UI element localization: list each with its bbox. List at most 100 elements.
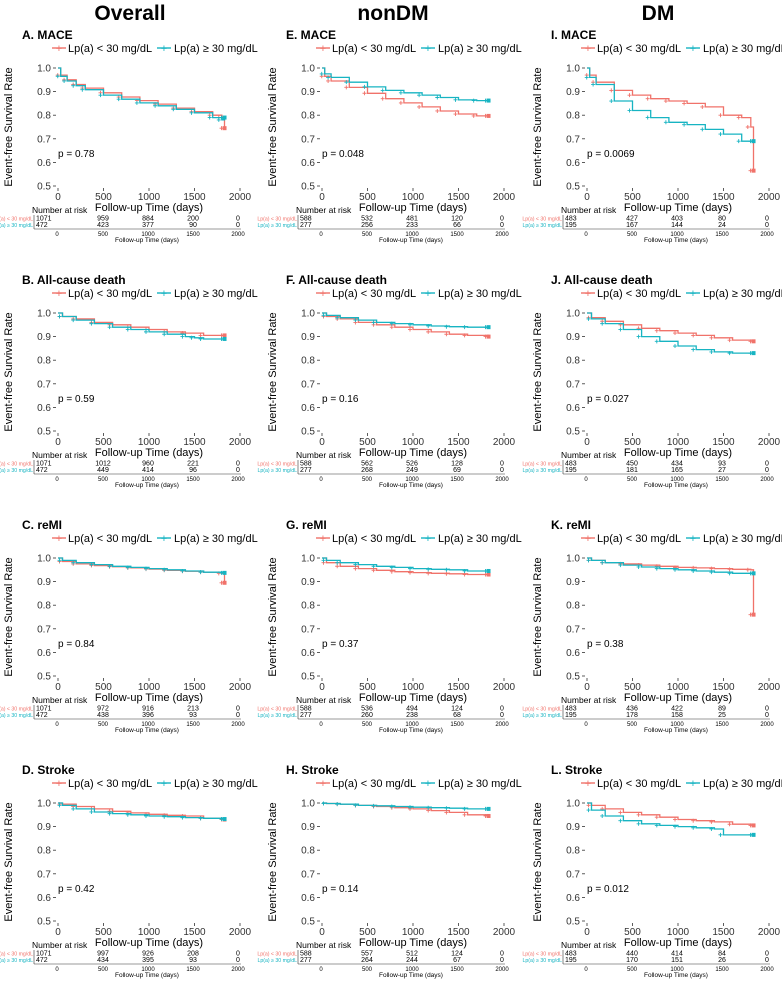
y-tick-label: 1.0 — [301, 554, 315, 565]
risk-count-high: 0 — [500, 222, 504, 229]
risk-count-high: 0 — [500, 957, 504, 964]
y-tick-label: 0.6 — [37, 648, 51, 659]
censor-mark — [344, 85, 349, 90]
censor-mark — [125, 565, 130, 570]
y-tick-label: 0.6 — [37, 893, 51, 904]
legend-label-high: Lp(a) ≥ 30 mg/dL — [174, 43, 258, 55]
risk-count-high: 395 — [142, 957, 154, 964]
y-tick-label: 0.6 — [37, 158, 51, 169]
censor-mark — [709, 349, 714, 354]
y-tick-label: 0.7 — [566, 379, 580, 390]
y-tick-label: 0.9 — [37, 332, 51, 343]
risk-x-axis-label: Follow-up Time (days) — [644, 972, 708, 979]
y-tick-label: 0.5 — [566, 672, 580, 683]
risk-x-tick-label: 1000 — [405, 722, 419, 728]
legend-label-high: Lp(a) ≥ 30 mg/dL — [438, 778, 522, 790]
risk-count-low: 0 — [765, 951, 769, 958]
y-tick-label: 0.7 — [301, 624, 315, 635]
risk-count-low: 208 — [187, 951, 199, 958]
legend: + Lp(a) < 30 mg/dL + Lp(a) ≥ 30 mg/dL — [316, 43, 522, 55]
risk-x-tick-label: 2000 — [495, 967, 509, 973]
censor-mark — [71, 806, 76, 811]
km-panel: H. Stroke+ Lp(a) < 30 mg/dL + Lp(a) ≥ 30 mg… — [257, 763, 521, 979]
x-tick-label: 2000 — [758, 927, 781, 938]
curve-end-marker — [751, 823, 756, 828]
risk-count-low: 0 — [236, 951, 240, 958]
x-axis-label: Follow-up Time (days) — [624, 447, 732, 459]
risk-count-high: 233 — [406, 222, 418, 229]
censor-mark — [636, 564, 641, 569]
legend-label-low: Lp(a) < 30 mg/dL — [597, 533, 681, 545]
risk-group-high: Lp(a) ≥ 30 mg/dL — [523, 713, 563, 719]
censor-mark — [654, 339, 659, 344]
y-tick-label: 0.5 — [301, 672, 315, 683]
x-tick-label: 500 — [624, 192, 641, 203]
survival-curve-high — [587, 802, 754, 836]
x-tick-label: 500 — [624, 437, 641, 448]
censor-mark — [162, 814, 167, 819]
y-tick-label: 0.6 — [566, 403, 580, 414]
censor-mark — [335, 315, 340, 320]
curve-end-marker — [751, 612, 756, 617]
risk-table-title: Number at risk — [561, 940, 617, 950]
risk-count-high: 396 — [142, 712, 154, 719]
risk-group-high: Lp(a) ≥ 30 mg/dL — [258, 223, 298, 229]
risk-count-low: 557 — [361, 951, 373, 958]
x-axis-label: Follow-up Time (days) — [624, 692, 732, 704]
legend-swatch-low-plus: + — [56, 533, 62, 545]
y-tick-label: 0.7 — [301, 134, 315, 145]
y-tick-label: 0.5 — [37, 917, 51, 928]
y-tick-label: 0.6 — [566, 893, 580, 904]
risk-x-tick-label: 1500 — [186, 477, 200, 483]
y-tick-label: 0.8 — [566, 356, 580, 367]
risk-count-low: 483 — [565, 951, 577, 958]
p-value: p = 0.14 — [322, 884, 359, 895]
censor-mark — [426, 567, 431, 572]
legend-label-low: Lp(a) < 30 mg/dL — [332, 778, 416, 790]
censor-mark — [700, 104, 705, 109]
risk-x-tick-label: 1500 — [186, 967, 200, 973]
legend-swatch-high-plus: + — [161, 288, 167, 300]
risk-count-high: 238 — [406, 712, 418, 719]
y-tick-label: 0.7 — [37, 134, 51, 145]
legend: + Lp(a) < 30 mg/dL + Lp(a) ≥ 30 mg/dL — [316, 288, 522, 300]
censor-mark — [371, 568, 376, 573]
survival-curve-low — [587, 557, 755, 615]
km-panel: G. reMI+ Lp(a) < 30 mg/dL + Lp(a) ≥ 30 mg/d… — [257, 518, 521, 734]
censor-mark — [462, 812, 467, 817]
risk-x-tick-label: 2000 — [231, 967, 245, 973]
y-tick-label: 0.5 — [37, 427, 51, 438]
censor-mark — [371, 803, 376, 808]
curve-end-marker — [222, 115, 227, 120]
censor-mark — [408, 322, 412, 327]
censor-mark — [107, 325, 112, 330]
risk-count-high: 144 — [671, 222, 683, 229]
curve-end-marker — [751, 168, 756, 173]
censor-mark — [444, 332, 449, 337]
panel-title: L. Stroke — [551, 763, 603, 777]
legend-label-low: Lp(a) < 30 mg/dL — [68, 43, 152, 55]
risk-table-title: Number at risk — [296, 450, 352, 460]
censor-mark — [700, 127, 705, 132]
risk-group-low: Lp(a) < 30 mg/dL — [0, 217, 33, 223]
censor-mark — [408, 566, 412, 571]
column-title: Overall — [94, 2, 165, 25]
risk-x-axis-label: Follow-up Time (days) — [115, 237, 179, 244]
risk-count-high: 0 — [765, 712, 769, 719]
risk-x-tick-label: 2000 — [495, 232, 509, 238]
censor-mark — [344, 80, 349, 85]
legend-swatch-low-plus: + — [585, 533, 591, 545]
censor-mark — [435, 108, 440, 113]
x-tick-label: 0 — [55, 682, 61, 693]
curve-end-marker — [222, 570, 227, 575]
x-tick-label: 1000 — [138, 437, 161, 448]
censor-mark — [321, 313, 326, 318]
survival-curve-high — [58, 557, 226, 573]
y-tick-label: 0.7 — [566, 869, 580, 880]
risk-x-tick-label: 500 — [627, 722, 638, 728]
censor-mark — [600, 813, 605, 818]
x-tick-label: 0 — [319, 192, 325, 203]
